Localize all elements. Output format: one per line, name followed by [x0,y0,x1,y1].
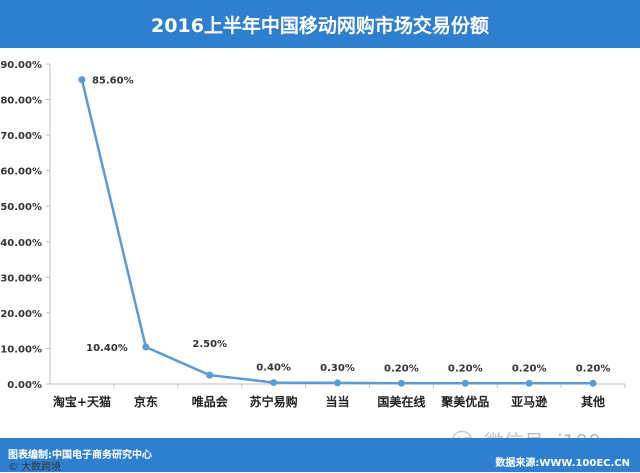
data-label: 0.20% [448,363,483,374]
x-category-label: 亚马逊 [511,394,547,409]
chart-title-bar: 2016上半年中国移动网购市场交易份额 [0,0,640,48]
footer-sub-credit: © 大数跨境 [8,462,62,473]
data-point [142,343,150,351]
data-label: 0.30% [320,363,355,374]
data-point [397,379,405,387]
data-point [525,379,533,387]
x-category-label: 其他 [581,394,605,409]
series-line [80,79,594,385]
data-label: 0.40% [256,363,291,374]
data-point [206,371,214,379]
x-category-label: 国美在线 [377,394,425,409]
y-tick-label: 70.00% [0,131,42,142]
data-label: 85.60% [92,76,134,87]
x-category-label: 聚美优品 [440,394,489,409]
chart-title: 2016上半年中国移动网购市场交易份额 [151,14,489,37]
x-category-label: 唯品会 [192,394,229,409]
y-tick-label: 60.00% [0,167,42,178]
x-category-label: 苏宁易购 [250,394,298,409]
y-tick-label: 80.00% [0,96,42,107]
x-category-label: 当当 [325,394,349,409]
y-tick-label: 0.00% [7,380,42,391]
x-category-label: 京东 [134,394,158,409]
data-point [270,379,278,387]
footer-bar: 图表编制:中国电子商务研究中心 数据来源:WWW.100EC.CN [0,438,640,472]
data-label: 0.20% [576,363,611,374]
line-chart: 0.00% 10.00% 20.00% 30.00% 40.00% 50.00% 60.00… [0,60,626,409]
data-point [461,379,469,387]
y-tick-label: 10.00% [0,344,42,355]
footer-source-right: 数据来源:WWW.100EC.CN [495,458,630,469]
y-tick-label: 20.00% [0,309,42,320]
y-tick-label: 30.00% [0,273,42,284]
y-tick-label: 90.00% [0,60,42,71]
data-label: 0.20% [512,363,547,374]
y-tick-label: 40.00% [0,238,42,249]
x-category-label: 淘宝+天猫 [53,394,111,409]
data-point [78,76,86,84]
footer-source-left: 图表编制:中国电子商务研究中心 [8,450,152,461]
y-tick-label: 50.00% [0,202,42,213]
data-point [334,379,341,387]
data-label: 2.50% [192,339,227,350]
data-label: 0.20% [384,363,419,374]
data-label: 10.40% [86,343,128,354]
data-point [589,379,597,387]
